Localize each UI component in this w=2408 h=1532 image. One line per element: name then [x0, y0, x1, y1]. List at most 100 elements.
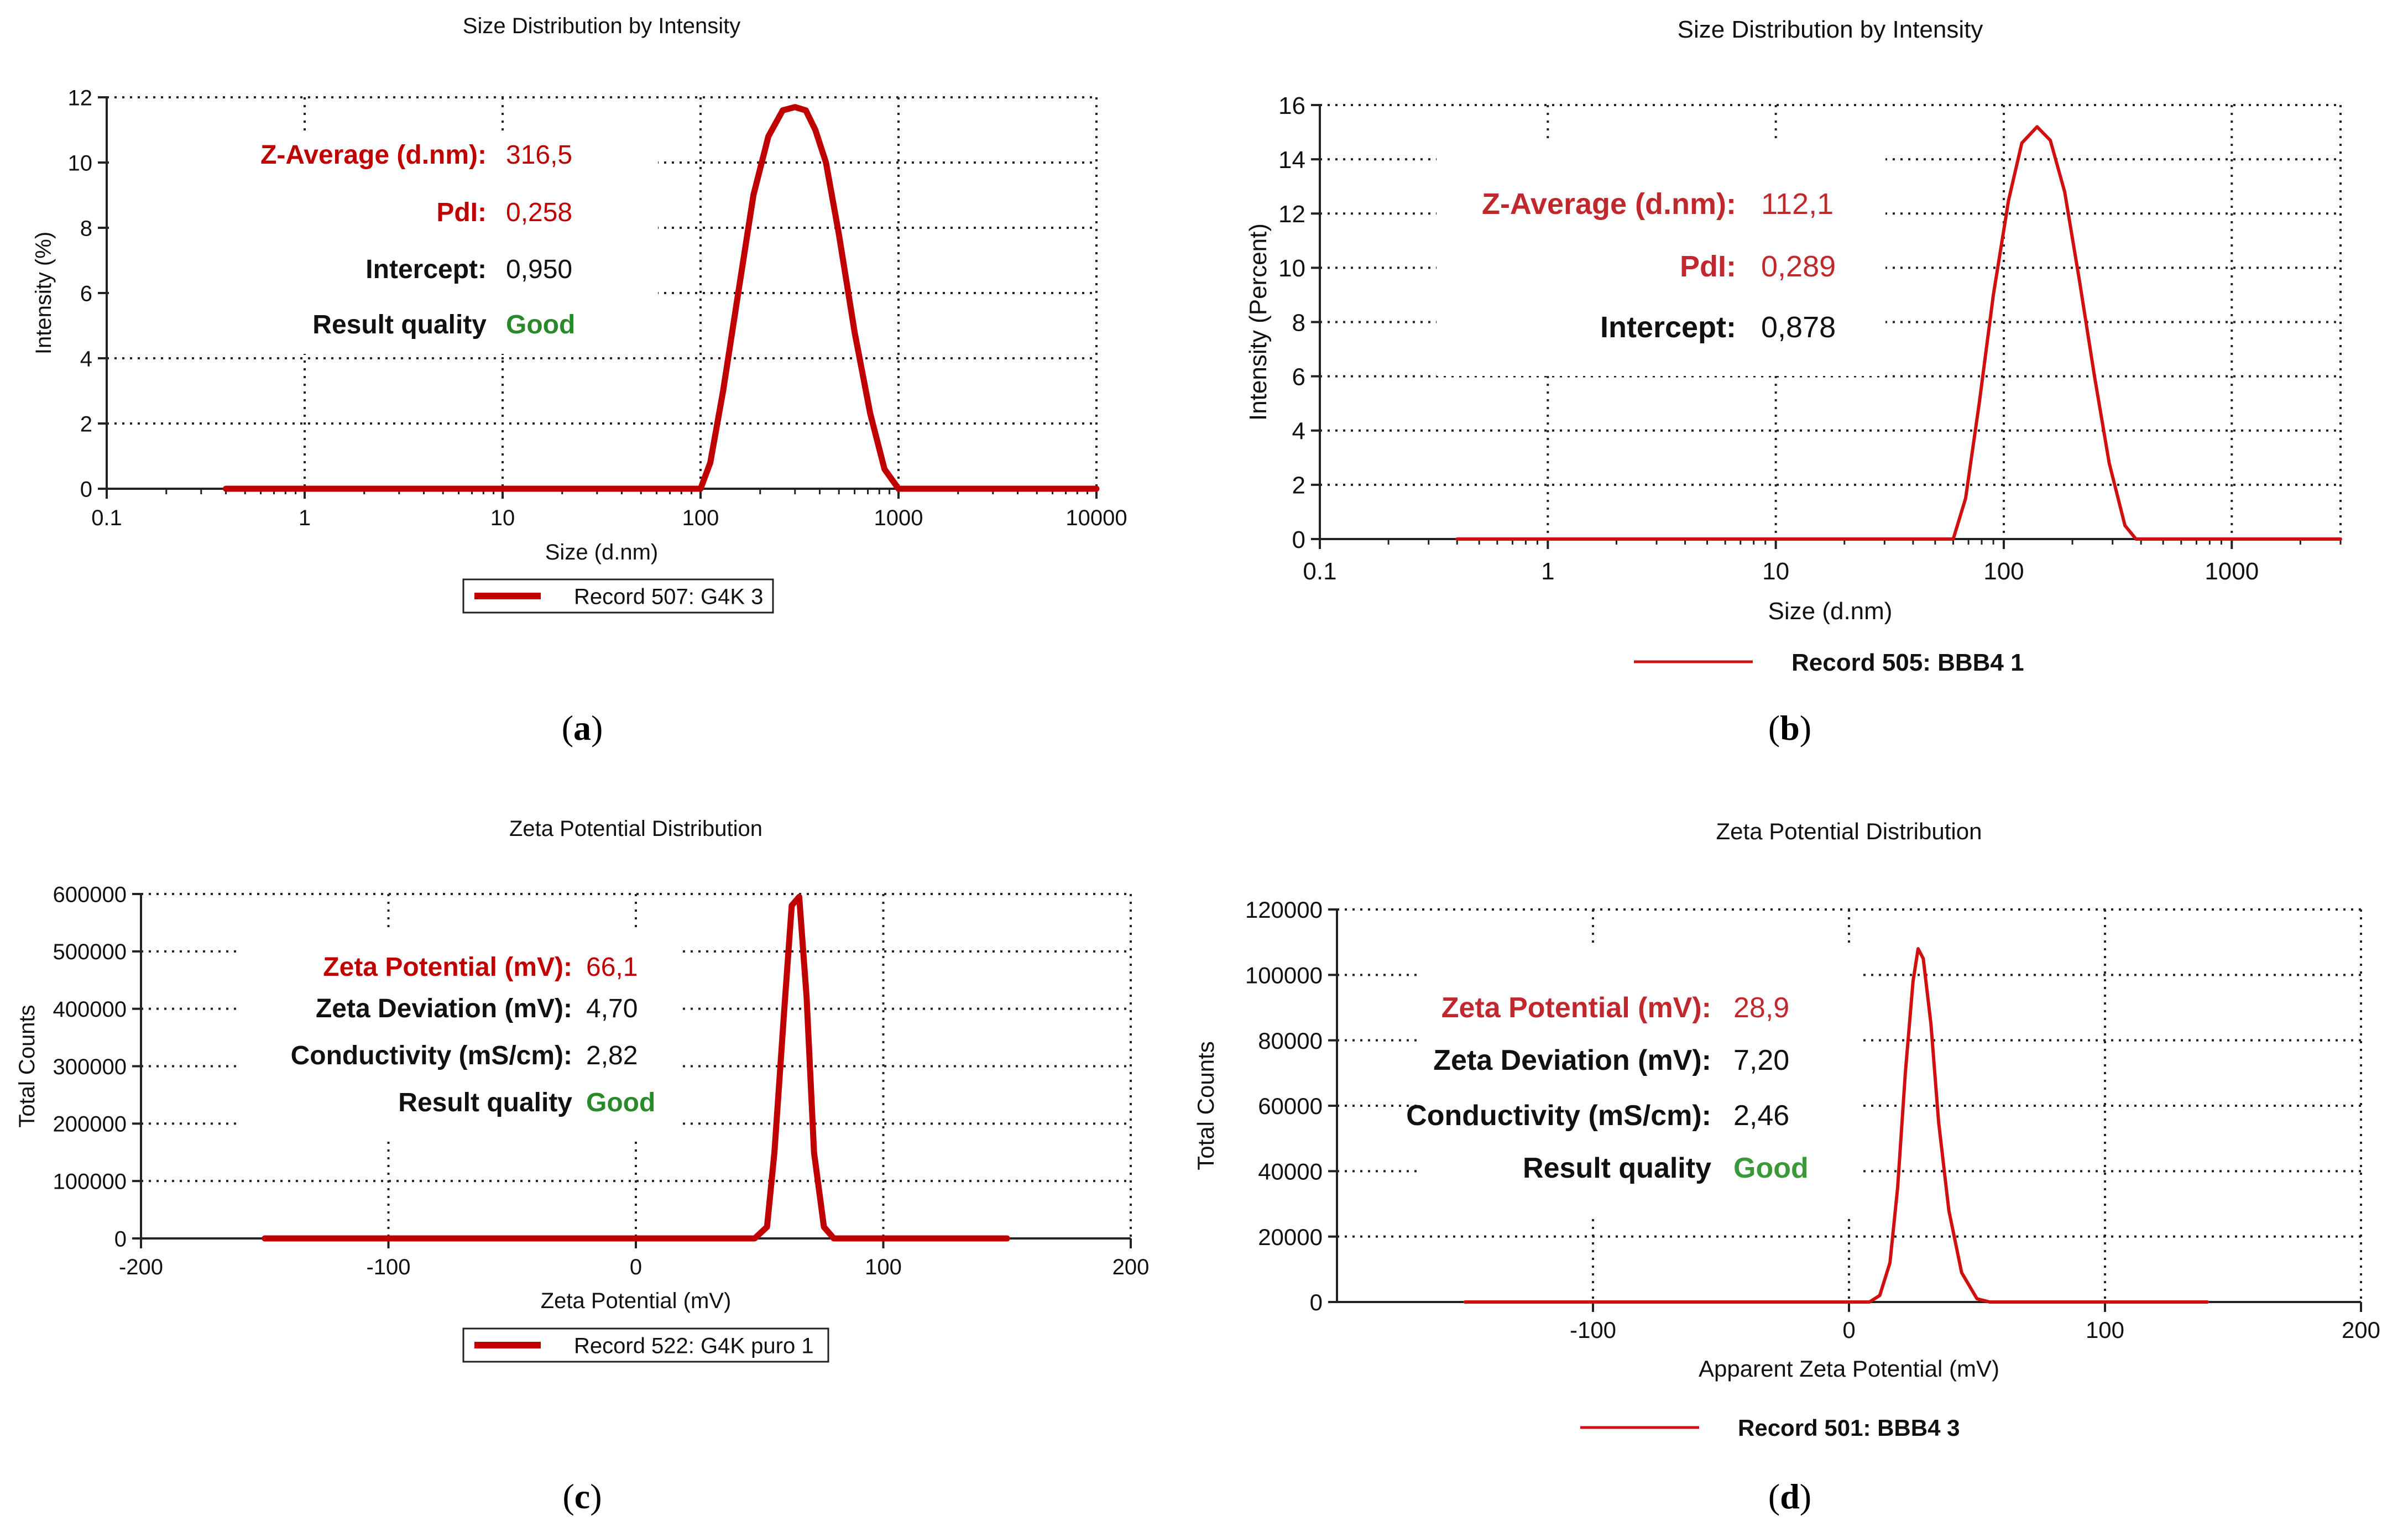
annotation-value: 0,258: [506, 198, 572, 227]
y-tick-label: 120000: [1245, 897, 1323, 923]
annotation-value: 316,5: [506, 140, 572, 170]
x-tick-label: -100: [1570, 1317, 1616, 1343]
annotation-value: 112,1: [1761, 187, 1834, 221]
legend-label: Record 507: G4K 3: [574, 584, 763, 609]
x-tick-label: 0: [630, 1255, 642, 1279]
x-tick-label: 100: [1983, 558, 2024, 585]
annotation-background: [1437, 138, 1885, 376]
annotation-label: Zeta Deviation (mV):: [1433, 1044, 1711, 1076]
annotation-label: PdI:: [1680, 250, 1736, 283]
x-tick-label: 100: [682, 506, 719, 530]
y-tick-label: 16: [1278, 92, 1305, 119]
x-tick-label: 1: [1541, 558, 1554, 585]
chart-panel-c: Zeta Potential Distribution -200 -100 0 100 2…: [15, 817, 1149, 1516]
panel-caption: (d): [1768, 1477, 1811, 1516]
annotation-label: Result quality: [312, 310, 487, 339]
annotation-label: Zeta Deviation (mV):: [316, 994, 572, 1023]
y-tick-label: 12: [68, 86, 93, 110]
annotation-label: Conductivity (mS/cm):: [1406, 1100, 1711, 1132]
x-tick-label: 10000: [1065, 506, 1127, 530]
y-tick-label: 0: [80, 477, 92, 501]
y-tick-label: 300000: [53, 1055, 127, 1079]
x-tick-label: 0.1: [1303, 558, 1336, 585]
annotation-label: PdI:: [436, 198, 487, 227]
series-line: [1463, 947, 2209, 1304]
series-line: [262, 893, 1010, 1242]
x-axis-label: Size (d.nm): [1768, 598, 1893, 625]
annotation-value: 7,20: [1733, 1044, 1789, 1076]
x-tick-label: 100: [865, 1255, 902, 1279]
series-line: [1455, 125, 2342, 541]
x-axis-label: Zeta Potential (mV): [541, 1289, 732, 1313]
legend-label: Record 501: BBB4 3: [1738, 1415, 1960, 1441]
y-axis-label: Intensity (Percent): [1245, 223, 1272, 421]
y-tick-label: 2: [80, 412, 92, 436]
annotation-label: Intercept:: [1600, 311, 1736, 344]
annotation-label: Intercept:: [365, 255, 487, 284]
annotation-value: Good: [1733, 1152, 1809, 1184]
x-tick-label: 0: [1842, 1317, 1855, 1343]
annotation-value: 0,878: [1761, 311, 1836, 344]
annotation-background: [1420, 943, 1863, 1216]
x-tick-label: 10: [1762, 558, 1789, 585]
y-tick-label: 0: [1292, 526, 1305, 553]
annotation-label: Z-Average (d.nm):: [1482, 187, 1736, 221]
annotation-value: 0,289: [1761, 250, 1836, 283]
x-axis-label: Size (d.nm): [545, 540, 659, 564]
y-axis-label: Intensity (%): [32, 232, 56, 354]
panel-caption: (c): [562, 1477, 602, 1516]
x-tick-label: 1000: [874, 506, 923, 530]
annotation-label: Conductivity (mS/cm):: [291, 1041, 572, 1070]
annotation-label: Zeta Potential (mV):: [323, 953, 572, 982]
x-tick-label: -100: [366, 1255, 410, 1279]
y-tick-label: 200000: [53, 1112, 127, 1137]
y-tick-label: 20000: [1258, 1224, 1323, 1250]
annotation-label: Result quality: [398, 1088, 572, 1117]
x-tick-label: 200: [1112, 1255, 1150, 1279]
x-tick-label: 1000: [2205, 558, 2259, 585]
y-tick-label: 4: [80, 347, 92, 371]
y-tick-label: 40000: [1258, 1158, 1323, 1184]
y-tick-label: 100000: [53, 1170, 127, 1194]
y-tick-label: 12: [1278, 201, 1305, 228]
annotation-label: Z-Average (d.nm):: [260, 140, 487, 170]
legend-label: Record 522: G4K puro 1: [574, 1334, 814, 1358]
series-line: [223, 104, 1100, 492]
panel-caption: (a): [562, 708, 603, 747]
annotation-background: [237, 927, 683, 1139]
y-tick-label: 8: [80, 216, 92, 240]
annotation-value: 28,9: [1733, 992, 1789, 1024]
y-tick-label: 80000: [1258, 1028, 1323, 1054]
y-tick-label: 4: [1292, 418, 1305, 445]
x-tick-label: 10: [490, 506, 515, 530]
annotation-label: Result quality: [1523, 1152, 1711, 1184]
y-tick-label: 600000: [53, 882, 127, 907]
panel-caption: (b): [1768, 708, 1811, 747]
chart-panel-d: Zeta Potential Distribution -100 0 100 200 0 2…: [1193, 818, 2380, 1516]
y-tick-label: 100000: [1245, 962, 1323, 988]
y-tick-label: 6: [1292, 363, 1305, 390]
x-tick-label: -200: [119, 1255, 163, 1279]
chart-title: Size Distribution by Intensity: [463, 14, 740, 38]
annotation-label: Zeta Potential (mV):: [1441, 992, 1711, 1024]
y-axis-label: Total Counts: [1193, 1041, 1219, 1170]
annotation-value: Good: [586, 1088, 655, 1117]
annotation-value: Good: [506, 310, 575, 339]
annotation-background: [111, 130, 658, 354]
x-tick-label: 200: [2342, 1317, 2380, 1343]
y-tick-label: 10: [1278, 255, 1305, 282]
x-tick-label: 1: [299, 506, 311, 530]
annotation-value: 66,1: [586, 953, 638, 982]
legend-label: Record 505: BBB4 1: [1791, 649, 2024, 676]
y-tick-label: 0: [114, 1227, 127, 1251]
annotation-value: 2,46: [1733, 1100, 1789, 1132]
chart-title: Zeta Potential Distribution: [509, 817, 762, 841]
y-tick-label: 400000: [53, 997, 127, 1022]
annotation-value: 2,82: [586, 1041, 638, 1070]
x-tick-label: 100: [2086, 1317, 2124, 1343]
y-tick-label: 60000: [1258, 1093, 1323, 1119]
y-tick-label: 500000: [53, 940, 127, 964]
x-axis-label: Apparent Zeta Potential (mV): [1699, 1356, 1999, 1382]
chart-title: Zeta Potential Distribution: [1716, 818, 1982, 844]
